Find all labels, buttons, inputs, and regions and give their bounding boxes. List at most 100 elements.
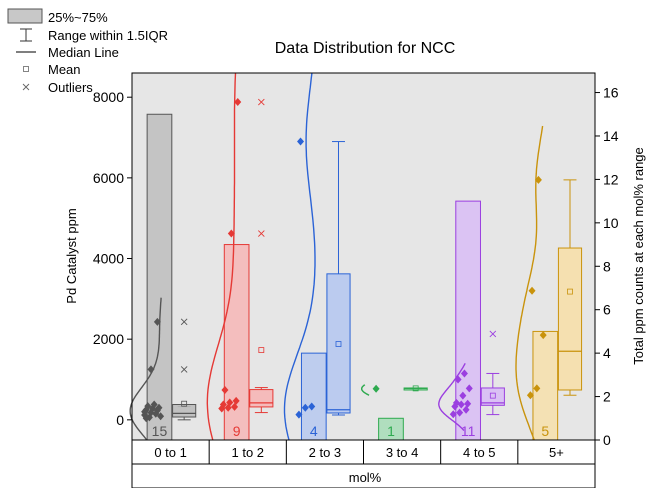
outlier-marker bbox=[180, 366, 188, 373]
data-point bbox=[460, 369, 468, 378]
legend-label: Outliers bbox=[48, 80, 93, 95]
y2-tick-label: 16 bbox=[603, 85, 619, 101]
data-point bbox=[297, 137, 305, 146]
y-tick-label: 2000 bbox=[93, 331, 124, 347]
count-label: 11 bbox=[461, 423, 476, 439]
legend-label: Median Line bbox=[48, 45, 119, 60]
y2-tick-label: 0 bbox=[603, 432, 611, 448]
data-point bbox=[141, 407, 149, 416]
data-point bbox=[232, 396, 240, 405]
count-bar bbox=[300, 352, 327, 441]
x-axis-label: mol% bbox=[349, 470, 382, 485]
data-point bbox=[295, 410, 303, 419]
y2-tick-label: 14 bbox=[603, 128, 619, 144]
count-label: 1 bbox=[387, 423, 395, 439]
y2-tick-label: 4 bbox=[603, 345, 611, 361]
data-point bbox=[234, 98, 242, 107]
data-point bbox=[449, 410, 457, 419]
chart-title: Data Distribution for NCC bbox=[275, 40, 456, 57]
y-axis-label: Pd Catalyst ppm bbox=[64, 208, 79, 303]
category-label: 3 to 4 bbox=[386, 445, 419, 460]
legend-label: Range within 1.5IQR bbox=[48, 28, 168, 43]
data-point bbox=[226, 398, 234, 407]
data-point bbox=[534, 175, 542, 184]
category-label: 1 to 2 bbox=[231, 445, 264, 460]
data-points bbox=[141, 98, 547, 423]
data-point bbox=[142, 414, 150, 423]
iqr-box bbox=[249, 389, 274, 408]
distribution-curve bbox=[438, 362, 466, 431]
legend-outlier-icon bbox=[22, 83, 30, 91]
y2-tick-label: 8 bbox=[603, 258, 611, 274]
data-point bbox=[152, 409, 160, 418]
y2-tick-label: 2 bbox=[603, 389, 611, 405]
count-label: 9 bbox=[233, 423, 241, 439]
data-point bbox=[221, 385, 229, 394]
outlier-marker bbox=[489, 330, 497, 338]
axis-title-row bbox=[131, 463, 596, 488]
data-point bbox=[459, 391, 467, 400]
data-point bbox=[462, 405, 470, 414]
y-tick-label: 8000 bbox=[93, 89, 124, 105]
data-point bbox=[452, 398, 460, 407]
data-point bbox=[465, 384, 473, 393]
data-point bbox=[147, 365, 155, 374]
data-point bbox=[528, 286, 536, 295]
distribution-curve bbox=[206, 72, 237, 441]
data-point bbox=[533, 384, 541, 393]
outlier-marker bbox=[180, 318, 188, 326]
y-tick-label: 6000 bbox=[93, 170, 124, 186]
iqr-box bbox=[480, 387, 505, 406]
distribution-curve bbox=[361, 384, 370, 396]
outlier-marker bbox=[258, 98, 265, 106]
box-plots bbox=[172, 98, 583, 421]
y-tick-label: 0 bbox=[116, 412, 124, 428]
legend-label: 25%~75% bbox=[48, 10, 108, 25]
y2-axis-label: Total ppm counts at each mol% range bbox=[631, 147, 646, 365]
legend: 25%~75% Range within 1.5IQR Median Line Mea… bbox=[7, 8, 168, 95]
legend-mean-icon bbox=[23, 66, 29, 72]
count-label: 5 bbox=[541, 423, 549, 439]
data-point bbox=[454, 375, 462, 384]
category-label: 0 to 1 bbox=[154, 445, 187, 460]
data-point bbox=[231, 402, 239, 411]
y2-tick-label: 12 bbox=[603, 171, 619, 187]
y2-tick-label: 6 bbox=[603, 302, 611, 318]
legend-label: Mean bbox=[48, 62, 81, 77]
data-point bbox=[227, 229, 235, 238]
data-point bbox=[456, 408, 464, 417]
count-label: 15 bbox=[152, 423, 168, 439]
data-point bbox=[372, 384, 380, 393]
legend-whisker-icon bbox=[20, 28, 32, 42]
mean-marker bbox=[181, 400, 188, 407]
data-point bbox=[144, 402, 152, 411]
y-tick-label: 4000 bbox=[93, 251, 124, 267]
iqr-box bbox=[557, 247, 583, 391]
mean-marker bbox=[489, 392, 496, 399]
data-point bbox=[155, 403, 163, 412]
mean-marker bbox=[412, 385, 419, 392]
data-point bbox=[301, 403, 309, 412]
legend-box-icon bbox=[7, 8, 43, 24]
data-point bbox=[308, 402, 316, 411]
mean-marker bbox=[335, 341, 342, 347]
category-label: 5+ bbox=[549, 445, 564, 460]
data-point bbox=[219, 400, 227, 409]
distribution-curves bbox=[129, 72, 544, 441]
distribution-curve bbox=[515, 125, 544, 441]
mean-marker bbox=[567, 288, 573, 295]
distribution-curve bbox=[283, 73, 316, 441]
mean-marker bbox=[258, 347, 265, 353]
count-label: 4 bbox=[310, 423, 318, 439]
data-point bbox=[464, 399, 472, 408]
outlier-marker bbox=[258, 230, 265, 237]
data-point bbox=[526, 391, 534, 400]
category-table: 0 to 1 1 to 2 2 to 3 3 to 4 4 to 5 5+ bbox=[131, 439, 596, 488]
category-label: 2 to 3 bbox=[309, 445, 342, 460]
data-point bbox=[539, 331, 547, 340]
y-axis-ticks: 0 2000 4000 6000 8000 bbox=[93, 89, 132, 428]
y2-tick-label: 10 bbox=[603, 215, 619, 231]
data-point bbox=[153, 317, 161, 326]
category-label: 4 to 5 bbox=[463, 445, 496, 460]
